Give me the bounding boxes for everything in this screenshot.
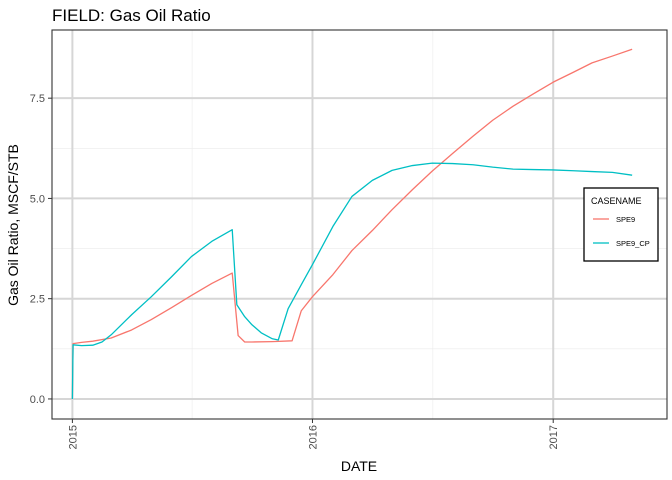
legend-title: CASENAME: [591, 196, 642, 206]
legend: CASENAME SPE9 SPE9_CP: [583, 187, 659, 262]
y-tick-label: 7.5: [30, 93, 45, 105]
legend-items: SPE9 SPE9_CP: [593, 215, 650, 248]
y-tick-label: 2.5: [30, 294, 45, 306]
chart-title: FIELD: Gas Oil Ratio: [52, 6, 211, 25]
x-tick-label: 2017: [548, 425, 560, 449]
series-line-spe9-cp: [71, 162, 633, 399]
y-tick-label: 5.0: [30, 193, 45, 205]
legend-box: [583, 187, 659, 262]
y-axis: 0.0 2.5 5.0 7.5: [30, 93, 52, 406]
legend-label-spe9: SPE9: [616, 215, 635, 224]
legend-label-spe9-cp: SPE9_CP: [616, 239, 650, 248]
x-axis: 2015 2016 2017: [67, 419, 560, 449]
x-axis-title: DATE: [341, 458, 377, 474]
y-axis-title: Gas Oil Ratio, MSCF/STB: [5, 144, 21, 306]
x-tick-label: 2015: [67, 425, 79, 449]
y-tick-label: 0.0: [30, 394, 45, 406]
series-layer: [71, 48, 633, 399]
plot-panel-border: [51, 29, 668, 420]
series-line-spe9: [71, 48, 633, 399]
x-tick-label: 2016: [307, 425, 319, 449]
